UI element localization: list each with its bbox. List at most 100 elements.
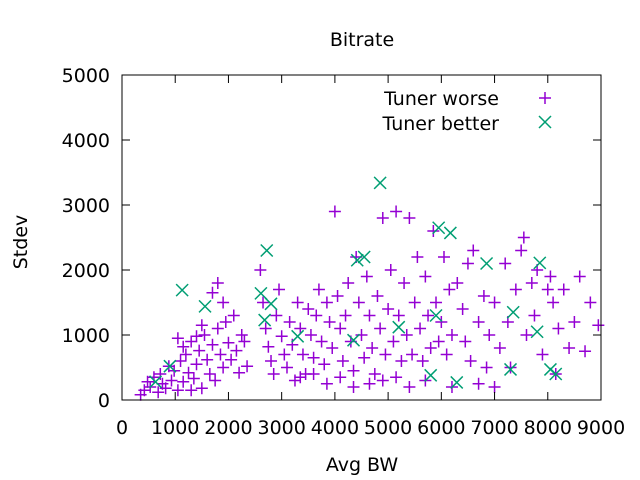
data-point-tuner-worse xyxy=(323,316,336,328)
data-point-tuner-worse xyxy=(241,360,254,373)
data-point-tuner-worse xyxy=(488,381,501,393)
data-point-tuner-better xyxy=(175,283,189,297)
data-point-tuner-worse xyxy=(493,342,506,354)
data-point-tuner-better xyxy=(533,256,547,270)
data-point-tuner-better xyxy=(163,359,177,373)
y-tick-label: 1000 xyxy=(62,325,110,347)
data-point-tuner-better xyxy=(260,243,274,258)
data-point-tuner-better xyxy=(258,313,272,327)
data-point-tuner-worse xyxy=(152,386,165,399)
data-point-tuner-worse xyxy=(579,345,592,358)
data-point-tuner-worse xyxy=(563,342,576,354)
data-point-tuner-worse xyxy=(211,277,224,289)
data-point-tuner-worse xyxy=(320,296,333,309)
data-point-tuner-better xyxy=(506,305,520,319)
data-point-tuner-worse xyxy=(230,344,243,357)
data-point-tuner-worse xyxy=(363,309,376,322)
data-point-tuner-worse xyxy=(280,361,293,374)
legend-label-tuner-worse: Tuner worse xyxy=(383,88,499,110)
data-point-tuner-worse xyxy=(461,257,474,270)
axis-ticks: 0 1000 2000 3000 4000 5000 6000 7000 8000 9000010… xyxy=(62,65,626,439)
data-point-tuner-worse xyxy=(294,371,307,384)
data-point-tuner-worse xyxy=(390,371,403,384)
data-point-tuner-better xyxy=(264,297,278,311)
data-point-tuner-better xyxy=(480,256,494,271)
x-tick-label: 8000 xyxy=(524,417,572,439)
data-point-tuner-worse xyxy=(544,270,557,283)
x-tick-label: 2000 xyxy=(204,417,252,439)
data-point-tuner-worse xyxy=(262,340,275,353)
data-point-tuner-worse xyxy=(302,303,315,315)
data-point-tuner-better xyxy=(357,250,371,264)
data-point-tuner-worse xyxy=(254,264,267,276)
data-point-tuner-worse xyxy=(424,342,437,354)
data-point-tuner-worse xyxy=(435,316,448,328)
data-point-tuner-worse xyxy=(233,366,246,379)
data-point-tuner-worse xyxy=(459,335,472,348)
data-point-tuner-better xyxy=(432,221,446,235)
legend-marker xyxy=(539,92,551,104)
data-point-tuner-worse xyxy=(334,322,347,335)
x-tick-label: 1000 xyxy=(151,417,199,439)
data-point-tuner-worse xyxy=(195,382,208,395)
data-point-tuner-worse xyxy=(270,309,283,322)
data-point-tuner-worse xyxy=(416,355,429,367)
data-point-tuner-worse xyxy=(190,330,203,343)
data-point-tuner-worse xyxy=(336,355,349,367)
data-point-tuner-worse xyxy=(265,355,278,367)
data-point-tuner-worse xyxy=(185,384,198,397)
data-point-tuner-worse xyxy=(547,296,560,309)
data-point-tuner-worse xyxy=(483,329,496,341)
data-point-tuner-worse xyxy=(477,290,490,302)
data-point-tuner-worse xyxy=(328,205,341,218)
data-point-tuner-worse xyxy=(358,351,371,364)
data-point-tuner-worse xyxy=(408,296,421,309)
data-point-tuner-worse xyxy=(187,372,200,385)
data-point-tuner-worse xyxy=(235,329,248,341)
x-tick-label: 5000 xyxy=(364,417,412,439)
data-point-tuner-worse xyxy=(472,377,485,390)
data-point-tuner-better xyxy=(530,325,544,339)
legend-marker xyxy=(538,115,552,129)
data-point-tuner-worse xyxy=(185,335,198,348)
data-point-tuner-better xyxy=(198,299,212,313)
data-point-tuner-worse xyxy=(456,303,469,315)
data-point-tuner-worse xyxy=(509,283,522,296)
legend: Tuner worse Tuner better xyxy=(382,88,552,135)
data-point-tuner-worse xyxy=(304,329,317,341)
data-point-tuner-worse xyxy=(174,355,187,367)
legend-marker-tuner-better xyxy=(538,115,552,129)
data-point-tuner-worse xyxy=(227,309,240,322)
data-point-tuner-worse xyxy=(159,382,172,395)
data-point-tuner-worse xyxy=(315,335,328,348)
data-point-tuner-worse xyxy=(472,316,485,328)
data-point-tuner-worse xyxy=(368,368,381,380)
data-point-tuner-worse xyxy=(406,348,419,361)
data-point-tuner-worse xyxy=(419,270,432,283)
data-point-tuner-worse xyxy=(291,296,304,309)
data-point-tuner-worse xyxy=(366,342,379,354)
data-point-tuner-worse xyxy=(342,277,355,289)
data-point-tuner-worse xyxy=(584,296,597,309)
data-point-tuner-worse xyxy=(387,335,400,348)
data-point-tuner-worse xyxy=(273,283,286,296)
y-tick-label: 5000 xyxy=(62,65,110,87)
data-point-tuner-worse xyxy=(352,296,365,309)
data-point-tuner-better xyxy=(429,308,443,323)
data-point-tuner-worse xyxy=(331,290,344,302)
data-point-tuner-worse xyxy=(318,358,331,371)
data-point-tuner-worse xyxy=(592,319,605,332)
data-point-tuner-worse xyxy=(211,322,224,335)
y-tick-label: 3000 xyxy=(62,195,110,217)
data-point-tuner-worse xyxy=(488,296,501,309)
data-point-tuner-worse xyxy=(445,329,458,341)
data-point-tuner-worse xyxy=(171,384,184,397)
data-point-tuner-worse xyxy=(165,374,178,387)
data-point-tuner-worse xyxy=(177,340,190,353)
y-tick-label: 0 xyxy=(98,390,110,412)
data-point-tuner-worse xyxy=(275,330,288,343)
data-point-tuner-worse xyxy=(182,366,195,379)
data-point-tuner-better xyxy=(392,320,406,334)
data-point-tuner-worse xyxy=(193,344,206,357)
